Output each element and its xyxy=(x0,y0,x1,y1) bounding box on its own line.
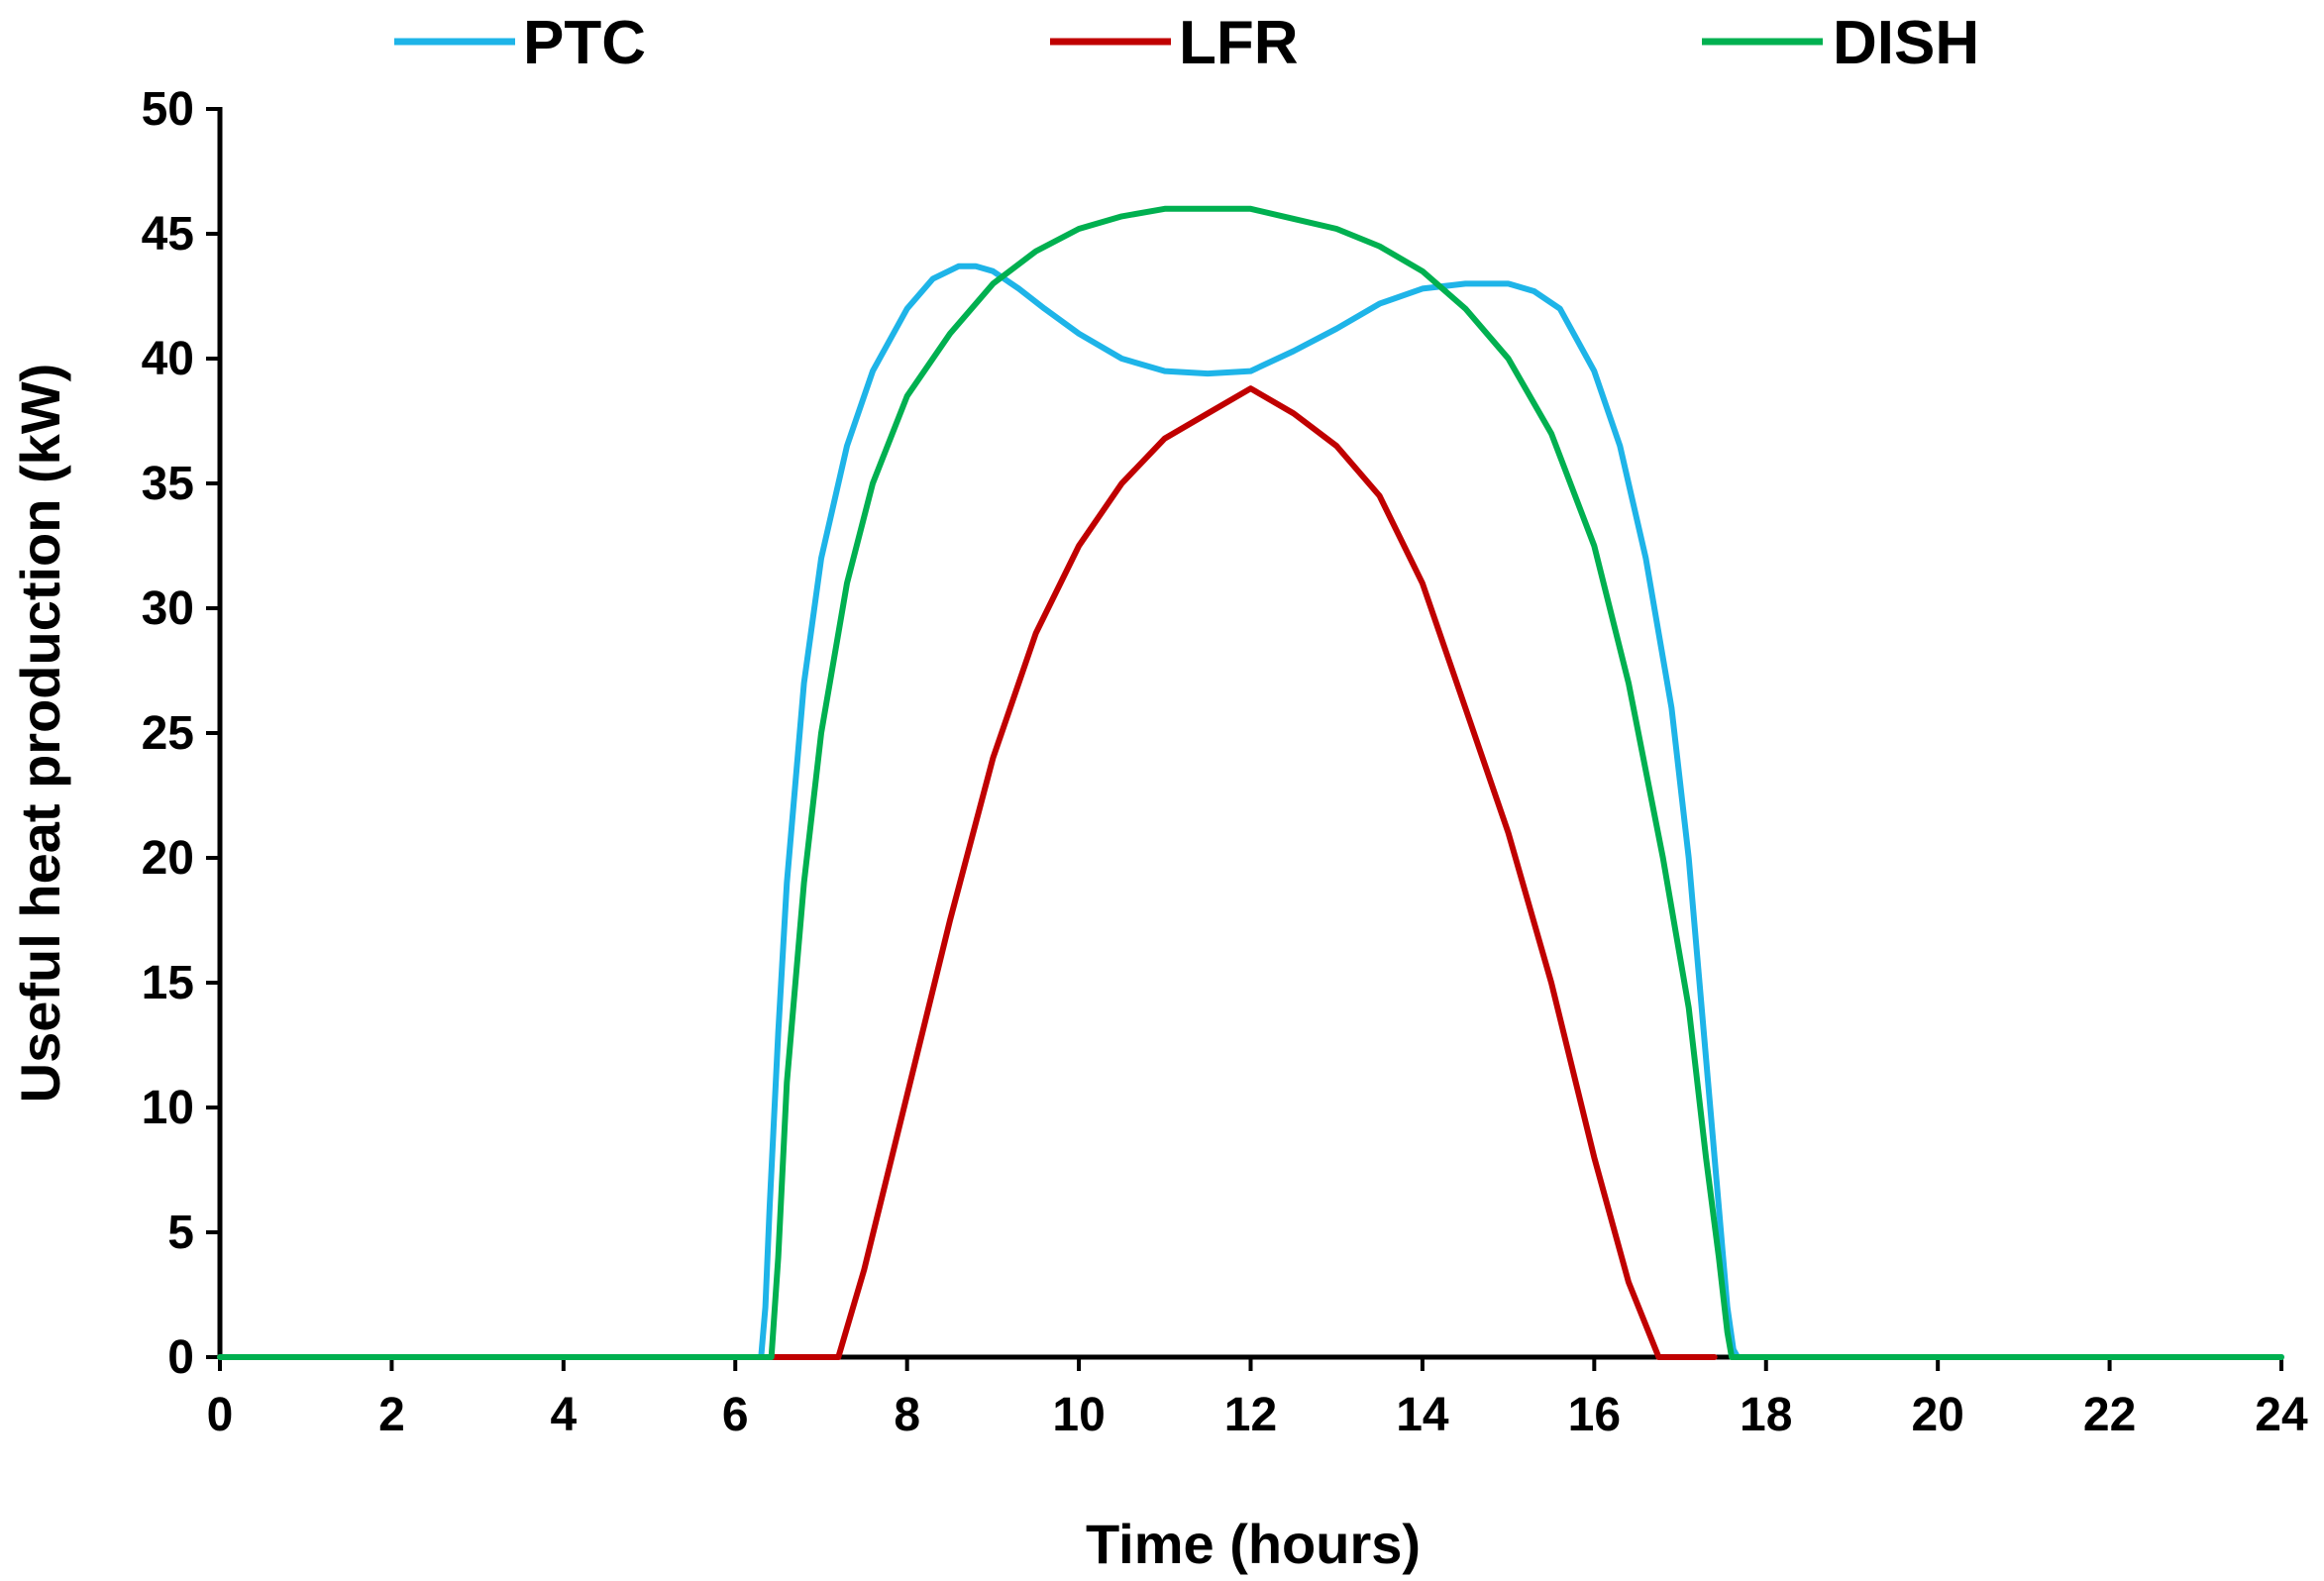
x-tick-label: 16 xyxy=(1568,1389,1621,1441)
y-tick-label: 15 xyxy=(142,957,194,1009)
x-tick-label: 4 xyxy=(550,1389,577,1441)
y-axis-title: Useful heat production (kW) xyxy=(9,364,71,1104)
y-tick-label: 20 xyxy=(142,832,194,885)
y-tick-label: 10 xyxy=(142,1082,194,1134)
x-tick-label: 2 xyxy=(378,1389,405,1441)
legend: PTC LFR DISH xyxy=(394,9,1979,77)
legend-label-lfr: LFR xyxy=(1179,9,1299,77)
x-tick-label: 22 xyxy=(2083,1389,2136,1441)
x-tick-label: 12 xyxy=(1224,1389,1277,1441)
x-tick-label: 0 xyxy=(207,1389,234,1441)
x-tick-label: 20 xyxy=(1911,1389,1963,1441)
y-tick-label: 50 xyxy=(142,83,194,136)
y-tick-label: 25 xyxy=(142,707,194,760)
x-tick-label: 14 xyxy=(1396,1389,1449,1441)
y-tick-label: 45 xyxy=(142,208,194,261)
x-tick-label: 18 xyxy=(1740,1389,1792,1441)
x-tick-label: 24 xyxy=(2255,1389,2308,1441)
y-tick-label: 35 xyxy=(142,458,194,510)
series-group xyxy=(217,205,2284,1360)
series-line-lfr xyxy=(217,385,1718,1360)
legend-label-ptc: PTC xyxy=(523,9,646,77)
y-tick-label: 0 xyxy=(167,1331,194,1384)
y-tick-label: 30 xyxy=(142,582,194,635)
y-tick-label: 40 xyxy=(142,333,194,385)
x-tick-label: 10 xyxy=(1052,1389,1105,1441)
x-tick-label: 6 xyxy=(722,1389,749,1441)
y-tick-label: 5 xyxy=(167,1207,194,1259)
x-tick-label: 8 xyxy=(894,1389,920,1441)
series-line-dish xyxy=(217,205,2284,1360)
x-axis-title: Time (hours) xyxy=(1086,1513,1421,1575)
series-line-ptc xyxy=(217,263,2284,1360)
legend-label-dish: DISH xyxy=(1833,9,1979,77)
